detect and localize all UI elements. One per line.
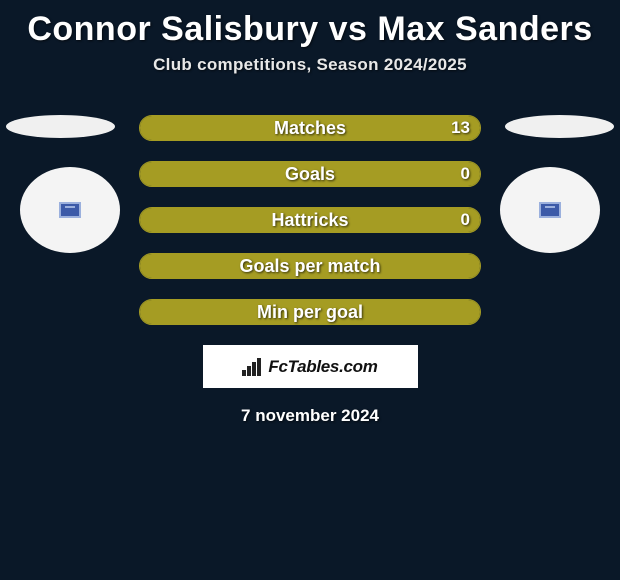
stat-bar-goals: Goals 0 (139, 161, 481, 187)
stat-bar-hattricks: Hattricks 0 (139, 207, 481, 233)
stat-bar-value: 13 (451, 118, 470, 138)
logo-text: FcTables.com (268, 357, 377, 377)
stat-bar-value: 0 (461, 164, 470, 184)
stat-bar-value: 0 (461, 210, 470, 230)
fctables-logo: FcTables.com (203, 345, 418, 388)
stat-bar-label: Goals (285, 164, 335, 185)
stat-bar-min-per-goal: Min per goal (139, 299, 481, 325)
stat-bar-label: Min per goal (257, 302, 363, 323)
stat-bar-label: Goals per match (239, 256, 380, 277)
comparison-panel: Matches 13 Goals 0 Hattricks 0 Goals per… (0, 115, 620, 426)
stat-bar-goals-per-match: Goals per match (139, 253, 481, 279)
page-title: Connor Salisbury vs Max Sanders (0, 0, 620, 55)
player-left-ellipse (6, 115, 115, 138)
player-left-club-badge-holder (20, 167, 120, 253)
club-badge-icon (539, 202, 561, 218)
stat-bar-label: Hattricks (271, 210, 348, 231)
stat-bar-label: Matches (274, 118, 346, 139)
page-subtitle: Club competitions, Season 2024/2025 (0, 55, 620, 75)
club-badge-icon (59, 202, 81, 218)
player-right-club-badge-holder (500, 167, 600, 253)
player-right-ellipse (505, 115, 614, 138)
bar-chart-icon (242, 358, 264, 376)
stat-bars: Matches 13 Goals 0 Hattricks 0 Goals per… (139, 115, 481, 325)
stat-bar-matches: Matches 13 (139, 115, 481, 141)
snapshot-date: 7 november 2024 (0, 406, 620, 426)
